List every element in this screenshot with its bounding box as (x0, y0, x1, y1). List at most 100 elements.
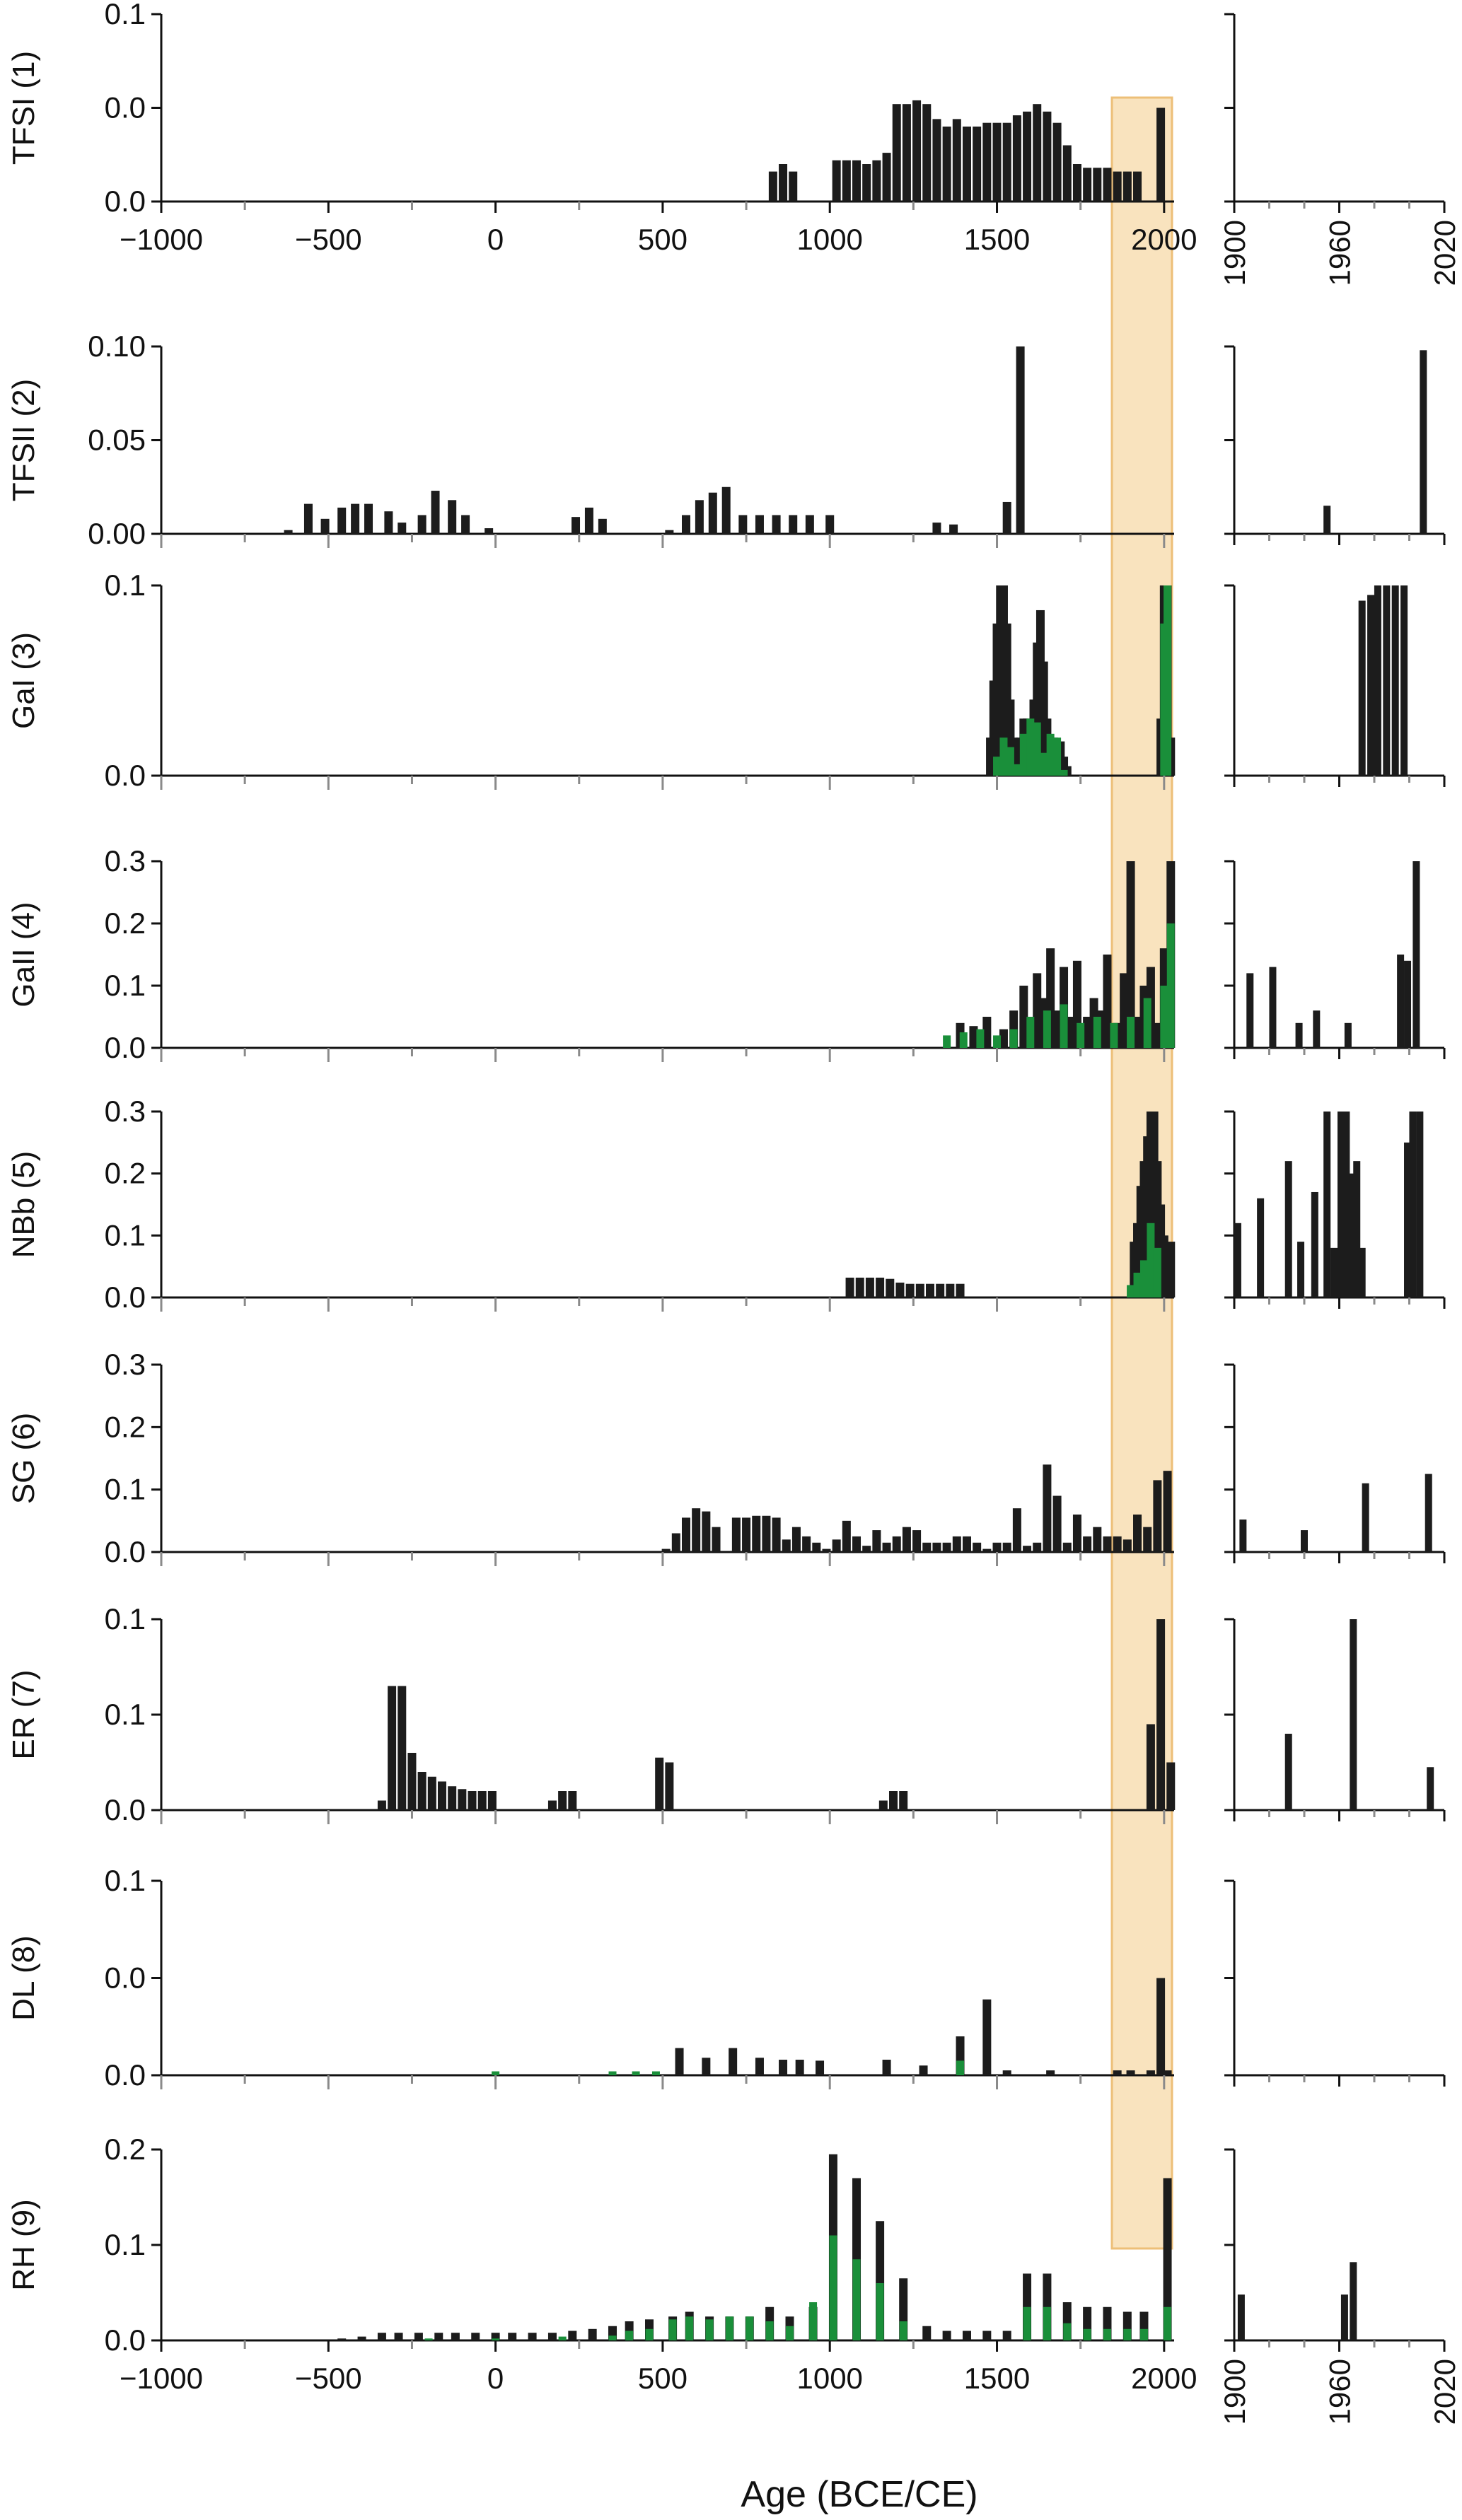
bar-black-panel8 (1113, 2070, 1122, 2075)
bar-black-panel2 (364, 503, 373, 534)
bar-black-panel4 (982, 1017, 992, 1048)
bar-black-panel6 (1093, 1527, 1102, 1552)
bar-black-panel1 (862, 164, 871, 202)
y-axis-label: NBb (5) (6, 1151, 41, 1259)
bar-black-panel5 (895, 1282, 905, 1297)
bar-black-panel8 (982, 1999, 992, 2075)
inset-panel-5 (1224, 1110, 1446, 1309)
inset-bar-panel5 (1353, 1161, 1361, 1297)
inset-bar-panel4 (1404, 960, 1412, 1048)
bar-black-panel9 (337, 2338, 347, 2340)
bar-green-panel8 (632, 2071, 640, 2075)
bar-green-panel9 (876, 2283, 884, 2340)
bar-black-panel8 (1163, 2070, 1172, 2075)
inset-bar-panel7 (1427, 1767, 1434, 1810)
bar-black-panel6 (852, 1536, 861, 1552)
panel-2: 0.10 0.05 0.00 TFSII (2) (6, 329, 1446, 550)
main-x-axis-labels: −1000 −500 0 500 1000 1500 2000 −1000 −500 0 500 10… (120, 223, 1197, 2395)
bar-black-panel1 (872, 160, 881, 202)
bar-black-panel8 (795, 2060, 804, 2075)
y-tick-label: 0.1 (105, 1473, 146, 1506)
bar-black-panel1 (1083, 168, 1092, 202)
bar-black-panel9 (528, 2333, 537, 2340)
bar-green-panel9 (829, 2235, 837, 2340)
bar-black-panel6 (1062, 1542, 1072, 1552)
y-tick-label: 0.2 (105, 906, 146, 940)
inset-bar-panel9 (1350, 2262, 1357, 2340)
x-tick-label: 500 (638, 2362, 688, 2395)
bar-green-panel4 (1060, 1004, 1068, 1048)
inset-bar-panel5 (1284, 1161, 1292, 1297)
bar-black-panel9 (588, 2328, 597, 2340)
inset-bar-panel7 (1350, 1619, 1357, 1810)
bar-black-panel7 (458, 1789, 467, 1810)
y-axis-label: SG (6) (6, 1413, 41, 1505)
bar-black-panel1 (1133, 171, 1142, 202)
bar-green-panel3 (1060, 769, 1068, 776)
bar-green-panel9 (1083, 2328, 1091, 2340)
bar-black-panel6 (1083, 1536, 1092, 1552)
bar-green-panel9 (725, 2316, 733, 2340)
bar-black-panel2 (431, 491, 440, 534)
bar-black-panel8 (816, 2060, 825, 2075)
bar-green-panel5 (1127, 1285, 1135, 1297)
bar-green-panel9 (608, 2335, 617, 2340)
x-tick-label: −500 (295, 223, 362, 256)
bar-black-panel1 (962, 127, 971, 202)
inset-bar-panel4 (1269, 967, 1277, 1048)
inset-bar-panel7 (1284, 1734, 1292, 1810)
inset-x-axis-labels: 1900 1960 2020 1900 1960 2020 (1218, 220, 1461, 2425)
bar-black-panel7 (568, 1791, 577, 1810)
bar-black-panel6 (902, 1527, 911, 1552)
inset-panel-3 (1224, 584, 1446, 787)
bar-black-panel6 (752, 1515, 761, 1552)
y-tick-label: 0.1 (105, 1864, 146, 1897)
bar-green-panel3 (1019, 733, 1028, 776)
bar-black-panel1 (852, 160, 861, 202)
bar-black-panel4 (1126, 861, 1135, 1048)
bar-black-panel9 (357, 2336, 366, 2340)
y-tick-label: 0.1 (105, 2228, 146, 2261)
y-tick-label: 0.1 (105, 1602, 146, 1635)
bar-black-panel8 (1146, 2070, 1155, 2075)
bar-black-panel6 (671, 1533, 680, 1552)
bar-black-panel7 (468, 1791, 477, 1810)
inset-bar-panel5 (1297, 1242, 1305, 1297)
bar-black-panel1 (1156, 107, 1166, 202)
bar-black-panel1 (932, 119, 941, 202)
bar-black-panel6 (822, 1548, 831, 1552)
bar-black-panel9 (942, 2331, 951, 2340)
bar-black-panel5 (936, 1283, 945, 1297)
bar-black-panel5 (865, 1277, 874, 1297)
x-tick-label: 500 (638, 223, 688, 256)
inset-bar-panel6 (1301, 1530, 1308, 1552)
inset-bar-panel5 (1358, 1247, 1366, 1297)
bar-green-panel9 (786, 2326, 794, 2340)
bar-black-panel5 (925, 1283, 934, 1297)
inset-bar-panel9 (1340, 2294, 1348, 2340)
bar-black-panel8 (1046, 2070, 1055, 2075)
bar-black-panel7 (437, 1781, 446, 1810)
bar-black-panel5 (845, 1277, 854, 1297)
panel-8: 0.1 0.0 0.0 DL (8) (6, 1864, 1446, 2092)
y-tick-label: 0.0 (105, 1031, 146, 1064)
y-tick-label: 0.3 (105, 1095, 146, 1128)
bar-black-panel2 (789, 515, 798, 534)
panel-4: 0.3 0.2 0.1 0.0 GaII (4) (6, 844, 1446, 1064)
bar-green-panel9 (625, 2331, 634, 2340)
bar-green-panel9 (1043, 2306, 1051, 2340)
bar-black-panel2 (721, 486, 731, 534)
bar-green-panel9 (558, 2336, 567, 2340)
y-axis-label: GaII (4) (6, 902, 41, 1007)
bar-black-panel6 (1043, 1464, 1052, 1552)
bar-black-panel1 (1122, 171, 1132, 202)
inset-bar-panel4 (1246, 973, 1254, 1048)
bar-black-panel2 (417, 515, 427, 534)
bar-black-panel1 (1093, 168, 1102, 202)
x-tick-label: 2000 (1131, 2362, 1197, 2395)
bar-black-panel6 (1122, 1539, 1132, 1552)
bar-black-panel1 (992, 122, 1002, 202)
bar-black-panel8 (1156, 1978, 1166, 2075)
inset-panel-6 (1224, 1363, 1446, 1563)
